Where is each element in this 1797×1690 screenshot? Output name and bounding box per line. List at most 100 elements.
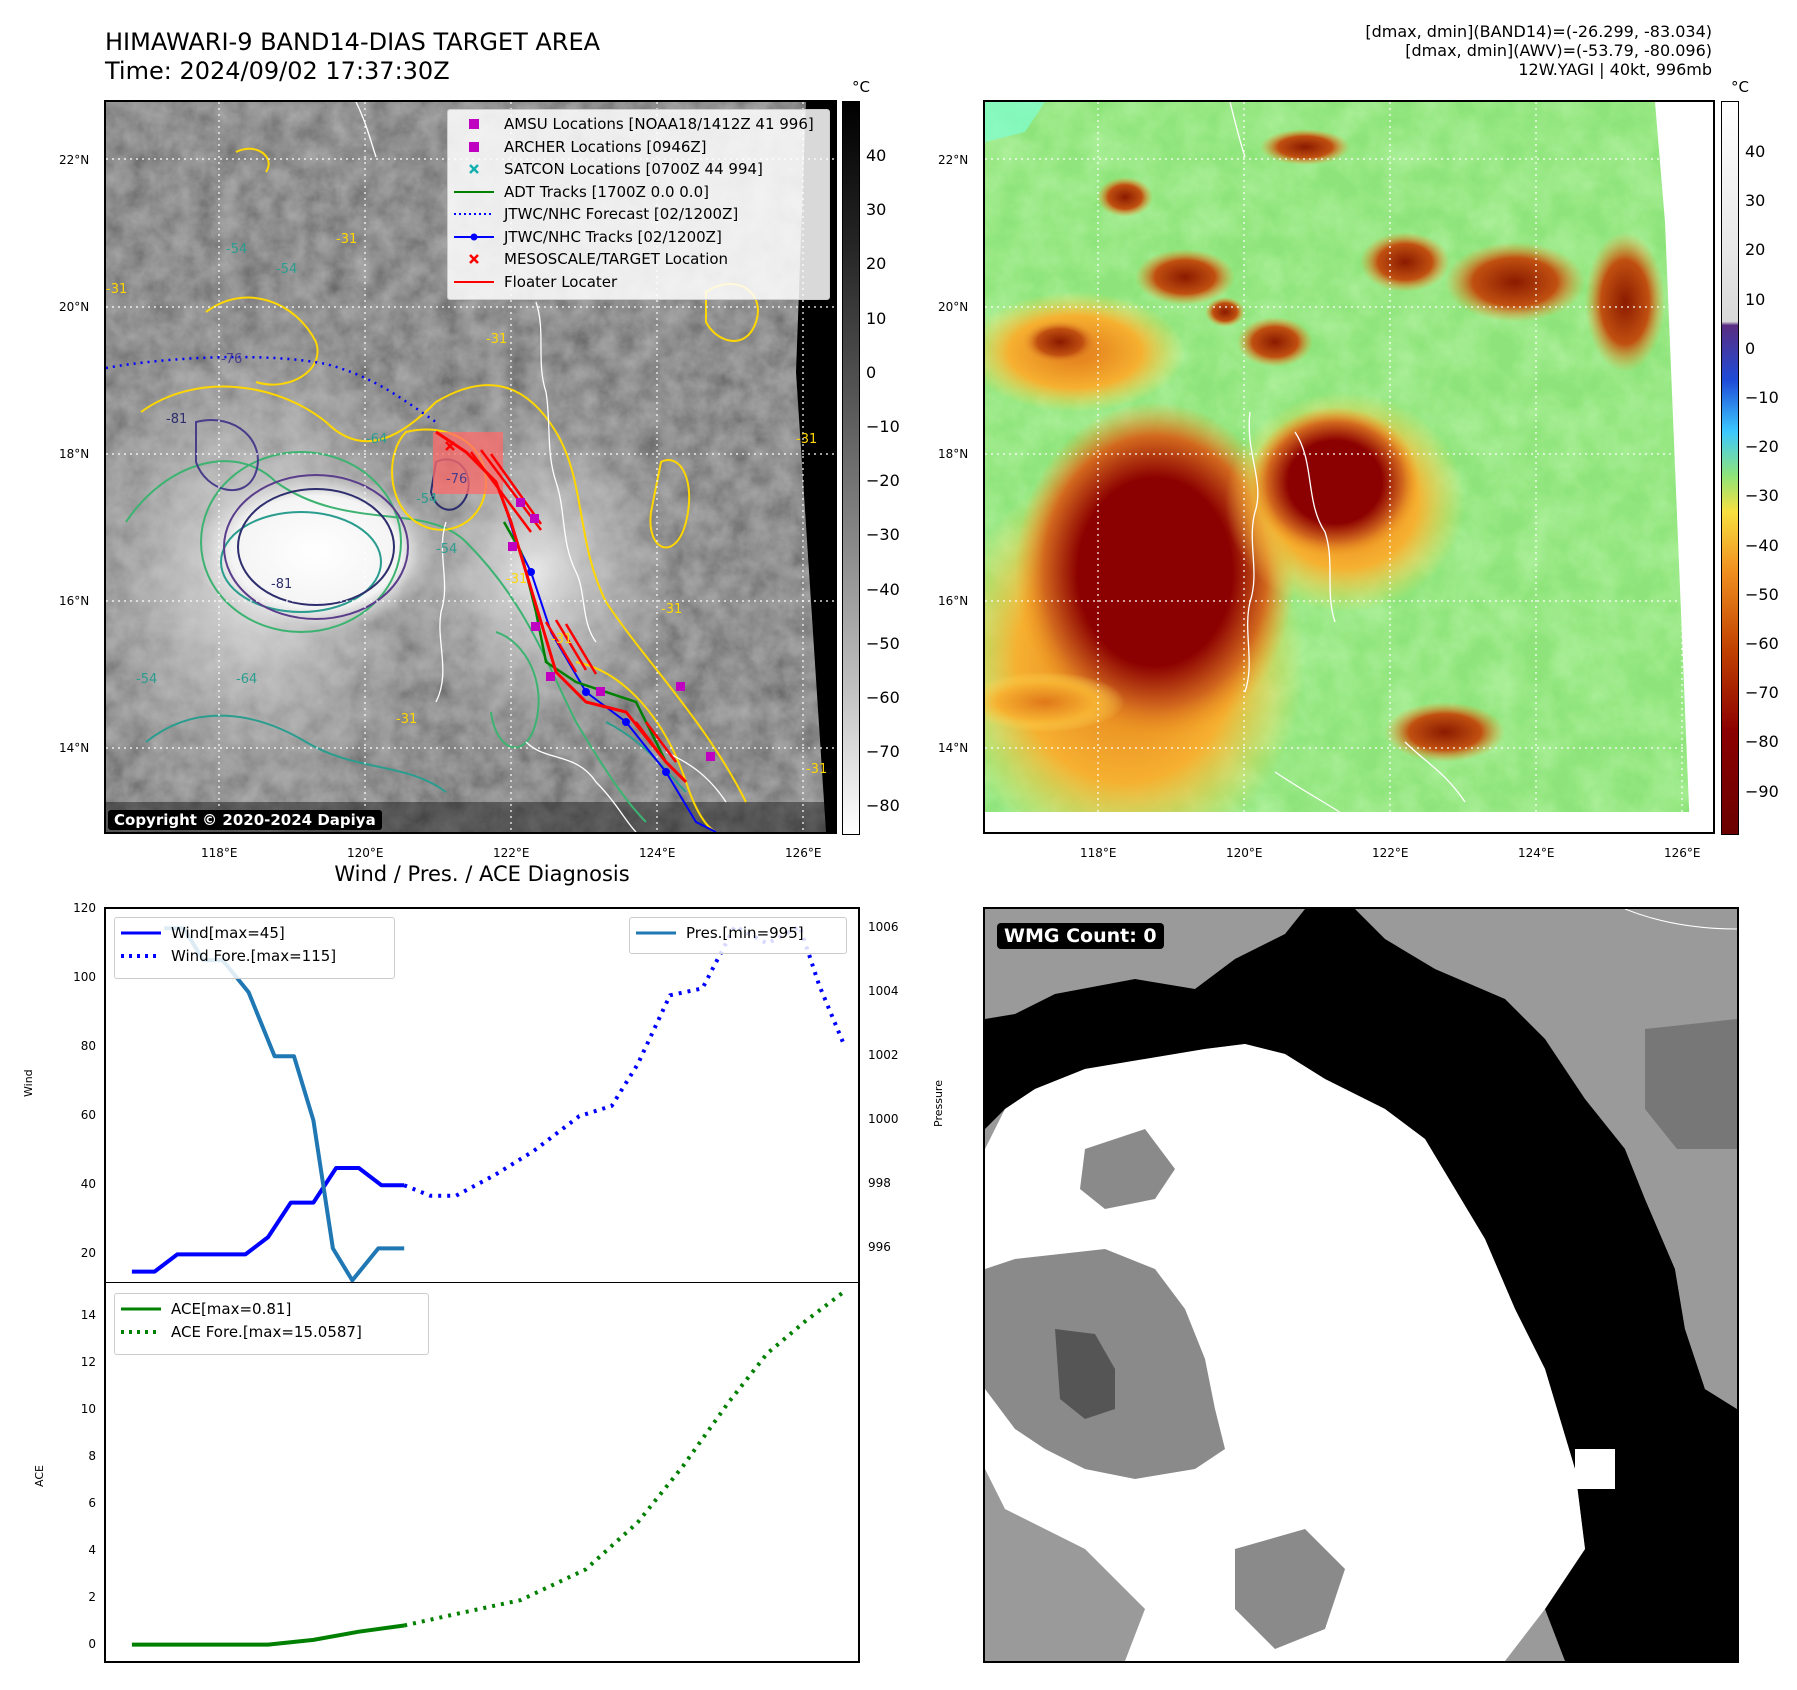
diagnosis-title: Wind / Pres. / ACE Diagnosis [334, 862, 630, 886]
colorbar-tick-label: 30 [866, 200, 887, 220]
colorbar-tick-label: 0 [1745, 338, 1756, 358]
colorbar-tick-label: −80 [1745, 732, 1779, 752]
wmg-coast [1624, 909, 1737, 930]
colorbar-tick-label: −70 [1745, 683, 1779, 703]
wind-tick-label: 120 [73, 901, 96, 915]
square-legend-symbol-icon [454, 140, 494, 154]
legend-label: AMSU Locations [NOAA18/1412Z 41 996] [504, 115, 814, 134]
contour-label: -31 [396, 712, 418, 727]
legend-label: MESOSCALE/TARGET Location [504, 250, 729, 269]
longitude-tick-label: 124°E [1518, 846, 1555, 860]
storm-info: [dmax, dmin](BAND14)=(-26.299, -83.034) … [1365, 22, 1712, 79]
ace-tick-label: 2 [88, 1589, 96, 1604]
legend-item: ARCHER Locations [0946Z] [448, 136, 829, 159]
contour-label: -76 [221, 352, 243, 367]
figure-title: HIMAWARI-9 BAND14-DIAS TARGET AREA Time:… [105, 28, 600, 86]
colorbar-left [842, 101, 860, 835]
series-line-1 [131, 1166, 405, 1274]
contour-label: -31 [806, 762, 828, 777]
colorbar-tick-label: −50 [866, 633, 900, 653]
title-line-1: HIMAWARI-9 BAND14-DIAS TARGET AREA [105, 28, 601, 56]
longitude-tick-label: 122°E [493, 846, 530, 860]
wind-legend: Wind[max=45] Wind Fore.[max=115] [114, 917, 395, 979]
contour-label: -64 [236, 672, 258, 687]
title-line-2: Time: 2024/09/02 17:37:30Z [105, 57, 450, 85]
contour-label: -81 [271, 577, 293, 592]
square-legend-symbol-icon [454, 117, 494, 131]
latitude-tick-label: 18°N [938, 447, 969, 461]
contour-label: -31 [796, 432, 818, 447]
legend-item: MESOSCALE/TARGET Location [448, 248, 829, 271]
copyright-label: Copyright © 2020-2024 Dapiya [108, 810, 382, 830]
awv-coastlines [1229, 102, 1466, 823]
band14-map-panel: -54 -54 -31 -76 -81 -81 -64 -54 -64 -31 … [104, 100, 837, 834]
colorbar-tick-label: −30 [866, 525, 900, 545]
contour-label: -31 [506, 572, 528, 587]
series-line-1 [131, 1623, 405, 1647]
wmg-dark-patch [1055, 1329, 1115, 1419]
contour-label: -54 [416, 492, 438, 507]
series-line-2 [403, 924, 847, 1198]
colorbar-tick-label: −70 [866, 742, 900, 762]
colorbar-tick-label: 10 [866, 308, 887, 328]
colorbar-tick-label: −80 [866, 796, 900, 816]
latitude-tick-label: 16°N [938, 594, 969, 608]
legend-item: JTWC/NHC Tracks [02/1200Z] [448, 226, 829, 249]
temperature-contours [125, 147, 759, 832]
info-line-1: [dmax, dmin](BAND14)=(-26.299, -83.034) [1365, 22, 1712, 41]
latitude-tick-label: 14°N [938, 741, 969, 755]
pressure-tick-label: 1004 [868, 984, 899, 999]
awv-bottom-nodata [985, 812, 1713, 832]
latitude-tick-label: 14°N [59, 741, 90, 755]
pressure-axis-label: Pressure [932, 1080, 945, 1127]
colorbar-unit-left: °C [852, 78, 870, 96]
line-dot-legend-symbol-icon [454, 230, 494, 244]
awv-cells [985, 129, 1665, 762]
wmg-black-ring [985, 909, 1737, 1661]
pressure-tick-label: 1000 [868, 1112, 899, 1127]
info-line-3: 12W.YAGI | 40kt, 996mb [1518, 60, 1712, 79]
latitude-tick-label: 20°N [938, 300, 969, 314]
ace-forecast-legend-label: ACE Fore.[max=15.0587] [171, 1322, 362, 1341]
colorbar-tick-label: −10 [866, 417, 900, 436]
ace-tick-label: 10 [80, 1401, 96, 1416]
legend-label: SATCON Locations [0700Z 44 994] [504, 160, 763, 179]
ace-tick-label: 6 [88, 1495, 96, 1510]
colorbar-unit-right: °C [1731, 78, 1749, 96]
contour-label: -54 [276, 262, 298, 277]
wind-pressure-panel: Wind[max=45] Wind Fore.[max=115] Pres.[m… [104, 907, 860, 1283]
latitude-tick-label: 16°N [59, 594, 90, 608]
colorbar-tick-label: −50 [1745, 584, 1779, 604]
legend-item: AMSU Locations [NOAA18/1412Z 41 996] [448, 113, 829, 136]
colorbar-tick-label: −10 [1745, 388, 1779, 407]
wmg-image [985, 909, 1737, 1661]
jtwc-track-points [527, 568, 670, 776]
wind-legend-label: Wind[max=45] [171, 924, 285, 943]
wmg-gray-east-strip [1625, 1149, 1737, 1409]
awv-gridlines [985, 102, 1713, 832]
contour-label: -31 [106, 282, 128, 297]
wind-axis-label: Wind [22, 1069, 35, 1097]
contour-label: -54 [226, 242, 248, 257]
x-legend-symbol-icon [454, 162, 494, 176]
legend-label: JTWC/NHC Tracks [02/1200Z] [504, 227, 722, 246]
legend-item: JTWC/NHC Forecast [02/1200Z] [448, 203, 829, 226]
awv-map [985, 102, 1713, 832]
pressure-tick-label: 1006 [868, 920, 899, 935]
contour-label: -31 [486, 332, 508, 347]
wmg-white-pixel [1575, 1449, 1615, 1489]
wmg-count-label: WMG Count: 0 [997, 923, 1164, 949]
pressure-tick-label: 1002 [868, 1048, 899, 1063]
dotted-legend-symbol-icon [454, 207, 494, 221]
x-legend-symbol-icon [454, 252, 494, 266]
wind-forecast-legend-label: Wind Fore.[max=115] [171, 946, 337, 965]
wmg-gray-patch-south [1235, 1529, 1345, 1649]
pressure-tick-label: 996 [868, 1240, 891, 1255]
colorbar-right [1721, 101, 1739, 835]
colorbar-tick-label: −60 [866, 688, 900, 707]
amsu-archer-points [508, 498, 715, 761]
legend-label: ADT Tracks [1700Z 0.0 0.0] [504, 182, 709, 201]
longitude-tick-label: 122°E [1372, 846, 1409, 860]
pressure-legend-label: Pres.[min=995] [686, 924, 804, 943]
colorbar-tick-label: 0 [866, 362, 877, 382]
